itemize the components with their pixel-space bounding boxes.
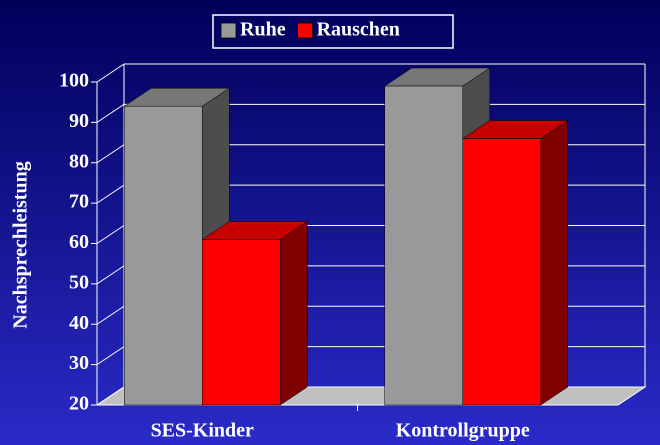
legend-swatch	[220, 22, 237, 39]
legend-box	[212, 14, 454, 49]
grid-line-side	[96, 184, 125, 204]
y-tick-label: 60	[69, 231, 89, 253]
grid-line-side	[96, 305, 125, 325]
bar-side	[280, 220, 308, 406]
y-tick-label: 80	[69, 150, 89, 172]
y-tick-label: 90	[69, 110, 89, 132]
y-tick-label: 40	[69, 312, 89, 334]
y-tick-label: 30	[69, 352, 89, 374]
bar-side	[540, 120, 568, 406]
x-tick-label: Kontrollgruppe	[396, 420, 530, 442]
legend-label: Ruhe	[240, 19, 286, 41]
grid-line-side	[96, 63, 125, 83]
grid-line-side	[96, 144, 125, 164]
grid-line-side	[96, 225, 125, 244]
bar	[202, 239, 281, 406]
legend-swatch	[297, 22, 313, 39]
grid-line-side	[96, 346, 125, 366]
y-tick-label: 20	[69, 393, 89, 415]
legend-label: Rauschen	[317, 19, 400, 41]
grid-line-side	[96, 103, 125, 123]
y-tick-label: 50	[69, 271, 89, 293]
y-tick-label: 100	[59, 70, 89, 92]
grid-line-side	[96, 386, 125, 406]
x-tick-label: SES-Kinder	[151, 420, 254, 442]
bar	[462, 138, 541, 406]
bar	[124, 105, 203, 406]
grid-line-side	[96, 265, 125, 285]
y-tick-label: 70	[69, 191, 89, 213]
bar	[384, 85, 463, 406]
y-axis-label: Nachsprechleistung	[10, 161, 32, 328]
